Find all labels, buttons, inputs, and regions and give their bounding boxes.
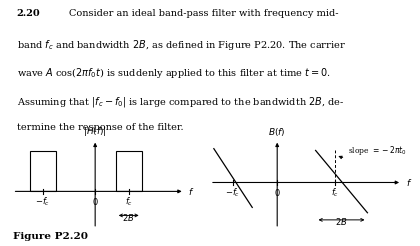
Text: 2.20: 2.20	[17, 9, 41, 18]
Text: $-f_c$: $-f_c$	[226, 187, 241, 200]
Text: $2B$: $2B$	[335, 216, 348, 227]
Text: $f$: $f$	[406, 177, 412, 188]
Text: $0$: $0$	[274, 187, 281, 198]
Text: $|H(f)|$: $|H(f)|$	[83, 125, 107, 138]
Text: Figure P2.20: Figure P2.20	[13, 232, 88, 241]
Text: slope $= -2\pi t_0$: slope $= -2\pi t_0$	[339, 144, 407, 159]
Text: Assuming that $|f_c - f_0|$ is large compared to the bandwidth $2B$, de-: Assuming that $|f_c - f_0|$ is large com…	[17, 95, 344, 109]
Bar	[116, 151, 142, 191]
Text: $0$: $0$	[92, 196, 99, 207]
Text: Consider an ideal band-pass filter with frequency mid-: Consider an ideal band-pass filter with …	[69, 9, 339, 18]
Text: band $f_c$ and bandwidth $2B$, as defined in Figure P2.20. The carrier: band $f_c$ and bandwidth $2B$, as define…	[17, 38, 346, 52]
Bar	[30, 151, 55, 191]
Text: wave $A$ cos($2\pi f_0 t$) is suddenly applied to this filter at time $t = 0$.: wave $A$ cos($2\pi f_0 t$) is suddenly a…	[17, 66, 330, 80]
Text: $f_c$: $f_c$	[125, 196, 133, 208]
Text: $2B$: $2B$	[122, 213, 135, 223]
Text: $f_c$: $f_c$	[331, 187, 339, 200]
Text: $f$: $f$	[188, 186, 194, 197]
Text: $B(f)$: $B(f)$	[268, 126, 286, 138]
Text: termine the response of the filter.: termine the response of the filter.	[17, 123, 184, 132]
Text: $-f_c$: $-f_c$	[35, 196, 50, 208]
